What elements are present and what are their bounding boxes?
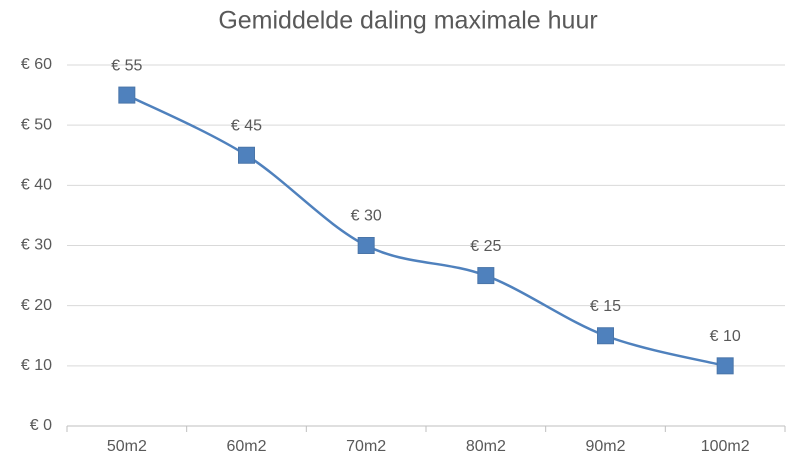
x-tick-label: 80m2 <box>466 438 506 455</box>
x-tick-label: 70m2 <box>346 438 386 455</box>
data-label: € 55 <box>111 57 142 74</box>
x-tick-label: 100m2 <box>701 438 750 455</box>
marker <box>118 86 136 104</box>
y-tick-label: € 0 <box>30 417 52 434</box>
data-label: € 45 <box>231 117 262 134</box>
x-tick-label: 50m2 <box>107 438 147 455</box>
chart-title: Gemiddelde daling maximale huur <box>218 7 597 35</box>
series-line <box>126 93 726 368</box>
y-tick-label: € 50 <box>21 116 52 133</box>
marker <box>477 267 495 285</box>
x-tick-label: 60m2 <box>226 438 266 455</box>
marker <box>238 146 255 164</box>
y-tick-label: € 10 <box>21 357 52 374</box>
y-tick-label: € 40 <box>21 177 52 194</box>
y-tick-label: € 60 <box>21 56 52 73</box>
data-label: € 10 <box>710 328 741 345</box>
x-tick-label: 90m2 <box>585 438 625 455</box>
marker <box>357 237 375 254</box>
data-label: € 15 <box>590 298 621 315</box>
data-label: € 30 <box>351 208 382 225</box>
marker <box>716 357 734 375</box>
y-tick-label: € 20 <box>21 297 52 314</box>
y-tick-label: € 30 <box>21 237 52 254</box>
data-label: € 25 <box>470 238 501 255</box>
marker <box>597 327 614 345</box>
